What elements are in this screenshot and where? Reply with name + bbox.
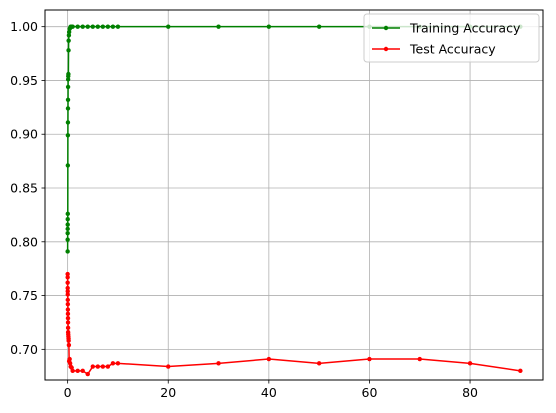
data-point	[80, 368, 85, 374]
data-point	[100, 24, 106, 29]
series-test-accuracy	[65, 271, 523, 377]
ticks: 0 20 40 60 80 0.70 0.75 0.80 0.85 0.90 0.95 1.00	[10, 19, 478, 400]
x-tick-label: 0	[64, 385, 72, 400]
data-point	[166, 24, 171, 29]
data-point	[110, 24, 116, 29]
data-point	[70, 24, 75, 29]
data-point	[66, 29, 72, 35]
y-tick-label: 0.85	[10, 181, 38, 196]
data-point	[75, 368, 80, 374]
data-point	[65, 301, 71, 307]
data-point	[65, 275, 70, 280]
grid	[45, 10, 543, 380]
data-point	[65, 97, 71, 103]
data-point	[65, 271, 70, 277]
legend-label: Test Accuracy	[409, 42, 496, 57]
y-tick-label: 1.00	[10, 19, 38, 34]
data-point	[467, 361, 473, 366]
data-point	[65, 120, 71, 125]
data-point	[65, 226, 70, 232]
y-tick-label: 0.75	[10, 288, 38, 303]
data-point	[216, 361, 221, 366]
data-point	[66, 38, 71, 43]
data-point	[75, 24, 80, 29]
legend-marker	[383, 25, 389, 31]
data-point	[65, 325, 71, 331]
data-point	[66, 48, 71, 53]
data-point	[65, 77, 71, 82]
data-point	[115, 361, 121, 366]
y-tick-label: 0.80	[10, 234, 38, 249]
data-point	[65, 217, 70, 222]
data-point	[105, 364, 111, 369]
data-point	[67, 361, 73, 366]
data-point	[65, 307, 71, 312]
data-point	[105, 24, 111, 29]
data-point	[316, 24, 322, 29]
x-tick-label: 60	[362, 385, 378, 400]
x-tick-label: 80	[462, 385, 478, 400]
data-point	[65, 315, 71, 321]
data-point	[66, 342, 72, 348]
data-point	[266, 356, 272, 362]
data-point	[266, 24, 272, 29]
data-point	[65, 289, 70, 294]
legend-label: Training Accuracy	[409, 21, 521, 36]
data-point	[367, 356, 372, 362]
data-point	[65, 285, 70, 291]
data-point	[65, 311, 71, 317]
data-point	[95, 24, 101, 29]
data-point	[316, 361, 322, 366]
data-point	[518, 368, 523, 374]
data-point	[85, 371, 90, 377]
data-point	[65, 84, 71, 90]
data-point	[66, 71, 71, 77]
series-layer	[65, 24, 523, 377]
legend-marker	[383, 46, 389, 52]
data-point	[100, 364, 106, 369]
data-point	[166, 364, 171, 369]
legend: Training Accuracy Test Accuracy	[363, 13, 540, 63]
data-point	[65, 297, 70, 303]
data-point	[417, 356, 422, 362]
x-tick-label: 20	[160, 385, 176, 400]
y-tick-label: 0.70	[10, 342, 38, 357]
legend-box	[363, 13, 540, 63]
data-point	[65, 163, 71, 168]
data-point	[85, 24, 90, 29]
data-point	[65, 292, 70, 297]
data-point	[67, 356, 72, 362]
data-point	[70, 368, 75, 374]
data-point	[90, 24, 95, 29]
data-point	[65, 280, 70, 285]
data-point	[115, 24, 121, 29]
data-point	[80, 24, 85, 29]
data-point	[65, 230, 70, 236]
data-point	[216, 24, 221, 29]
data-point	[65, 106, 71, 111]
data-point	[65, 249, 70, 254]
data-point	[110, 361, 116, 366]
data-point	[65, 222, 70, 227]
data-point	[65, 211, 70, 217]
data-point	[65, 133, 71, 138]
data-point	[66, 33, 72, 38]
data-point	[95, 364, 101, 369]
data-point	[66, 338, 71, 343]
data-point	[90, 364, 95, 369]
data-point	[65, 320, 71, 325]
y-tick-label: 0.95	[10, 73, 38, 88]
y-tick-label: 0.90	[10, 127, 38, 142]
plot-frame	[44, 9, 544, 381]
x-tick-label: 40	[261, 385, 277, 400]
data-point	[65, 237, 70, 242]
